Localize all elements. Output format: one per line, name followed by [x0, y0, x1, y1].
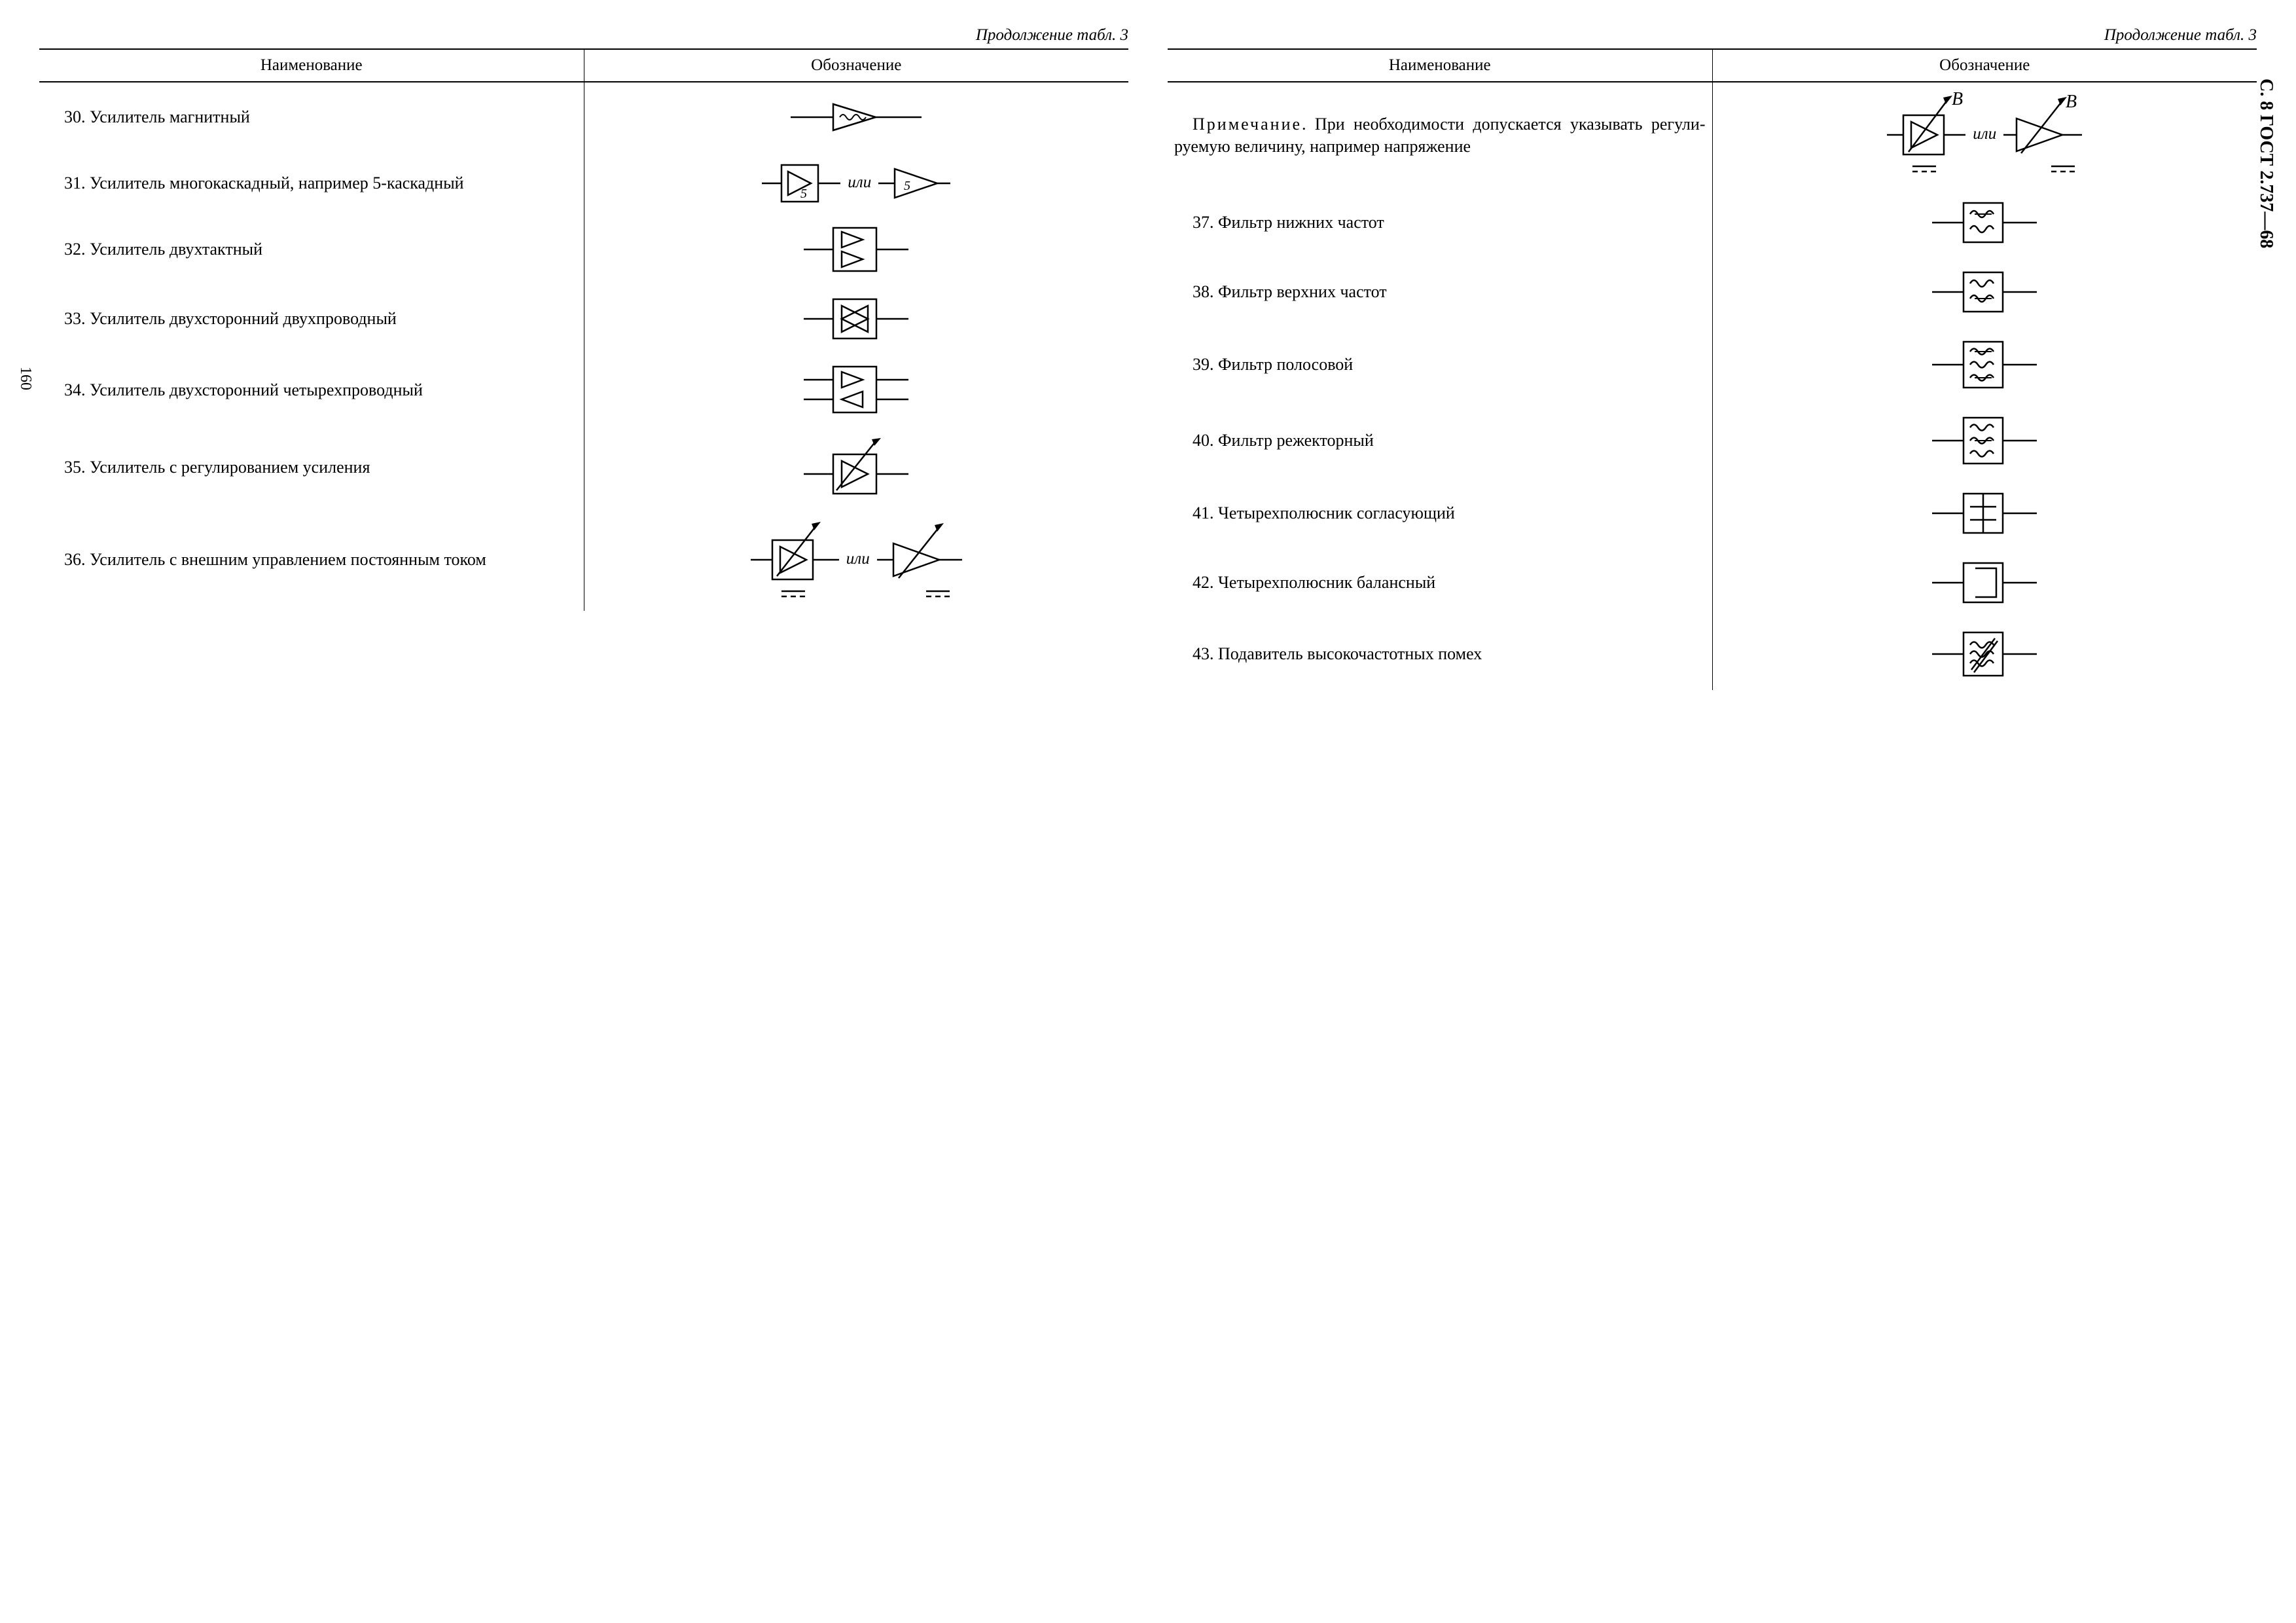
table-row: 41. Четырехполюсник согласую­щий — [1168, 479, 2257, 548]
header-symbol: Обозначение — [584, 49, 1128, 82]
row-name: 33. Усилитель двухсторонний двух­проводн… — [39, 284, 584, 354]
page: С. 8 ГОСТ 2.737—68 160 Продолжение табл.… — [39, 26, 2257, 690]
symbol-dc-controlled-amp: или — [584, 509, 1128, 611]
symbol-pushpull-amp — [584, 215, 1128, 284]
table-row: Примечание. При необходи­мости допускает… — [1168, 82, 2257, 188]
left-column: Продолжение табл. 3 Наименование Обознач… — [39, 26, 1128, 690]
right-table: Наименование Обозначение Примечание. При… — [1168, 48, 2257, 690]
symbol-bidir-2wire-amp — [584, 284, 1128, 354]
row-name: 37. Фильтр нижних частот — [1168, 188, 1712, 257]
symbol-regulated-voltage: B или B — [1712, 82, 2257, 188]
page-number: 160 — [16, 367, 34, 390]
svg-text:B: B — [2066, 92, 2077, 112]
row-name: 34. Усилитель двухсторонний четы­рехпров… — [39, 354, 584, 426]
continuation-right: Продолжение табл. 3 — [1168, 26, 2257, 45]
symbol-adjustable-gain-amp — [584, 426, 1128, 509]
or-label: или — [844, 173, 875, 191]
row-name: 31. Усилитель многокаскадный, на­пример … — [39, 152, 584, 215]
or-label: или — [1969, 125, 2000, 143]
row-name: 43. Подавитель высокочастотных помех — [1168, 617, 1712, 690]
row-name: 40. Фильтр режекторный — [1168, 403, 1712, 479]
symbol-magnetic-amp — [584, 82, 1128, 152]
or-label: или — [842, 550, 874, 568]
table-row: 38. Фильтр верхних частот — [1168, 257, 2257, 327]
header-name: Наименование — [39, 49, 584, 82]
continuation-left: Продолжение табл. 3 — [39, 26, 1128, 45]
svg-text:5: 5 — [904, 179, 910, 193]
row-name: 36. Усилитель с внешним управле­нием пос… — [39, 509, 584, 611]
right-column: Продолжение табл. 3 Наименование Обознач… — [1168, 26, 2257, 690]
symbol-hpf — [1712, 257, 2257, 327]
table-row: 31. Усилитель многокаскадный, на­пример … — [39, 152, 1128, 215]
symbol-balanced-4port — [1712, 548, 2257, 617]
symbol-matching-4port — [1712, 479, 2257, 548]
symbol-lpf — [1712, 188, 2257, 257]
symbol-bandstop — [1712, 403, 2257, 479]
table-row: 32. Усилитель двухтактный — [39, 215, 1128, 284]
row-name: 32. Усилитель двухтактный — [39, 215, 584, 284]
header-symbol: Обозначение — [1712, 49, 2257, 82]
header-name: Наименование — [1168, 49, 1712, 82]
note-word: Примечание — [1193, 115, 1302, 134]
row-name: 39. Фильтр полосовой — [1168, 327, 1712, 403]
table-row: 40. Фильтр режекторный — [1168, 403, 2257, 479]
svg-text:B: B — [1952, 89, 1963, 109]
table-row: 30. Усилитель магнитный — [39, 82, 1128, 152]
symbol-bidir-4wire-amp — [584, 354, 1128, 426]
row-name: 30. Усилитель магнитный — [39, 82, 584, 152]
symbol-hf-suppressor — [1712, 617, 2257, 690]
table-row: 36. Усилитель с внешним управле­нием пос… — [39, 509, 1128, 611]
table-row: 37. Фильтр нижних частот — [1168, 188, 2257, 257]
standard-label: С. 8 ГОСТ 2.737—68 — [2255, 79, 2276, 248]
table-row: 42. Четырехполюсник балансный — [1168, 548, 2257, 617]
table-row: 35. Усилитель с регулированием уси­ления — [39, 426, 1128, 509]
table-row: 39. Фильтр полосовой — [1168, 327, 2257, 403]
table-row: 34. Усилитель двухсторонний четы­рехпров… — [39, 354, 1128, 426]
symbol-bandpass — [1712, 327, 2257, 403]
row-name: 42. Четырехполюсник балансный — [1168, 548, 1712, 617]
svg-text:5: 5 — [800, 187, 807, 201]
table-row: 33. Усилитель двухсторонний двух­проводн… — [39, 284, 1128, 354]
table-row: 43. Подавитель высокочастотных помех — [1168, 617, 2257, 690]
row-name: 35. Усилитель с регулированием уси­ления — [39, 426, 584, 509]
row-name: 38. Фильтр верхних частот — [1168, 257, 1712, 327]
left-table: Наименование Обозначение 30. Усилитель м… — [39, 48, 1128, 611]
note-cell: Примечание. При необходи­мости допускает… — [1168, 82, 1712, 188]
row-name: 41. Четырехполюсник согласую­щий — [1168, 479, 1712, 548]
symbol-multistage-amp: 5 или 5 — [584, 152, 1128, 215]
